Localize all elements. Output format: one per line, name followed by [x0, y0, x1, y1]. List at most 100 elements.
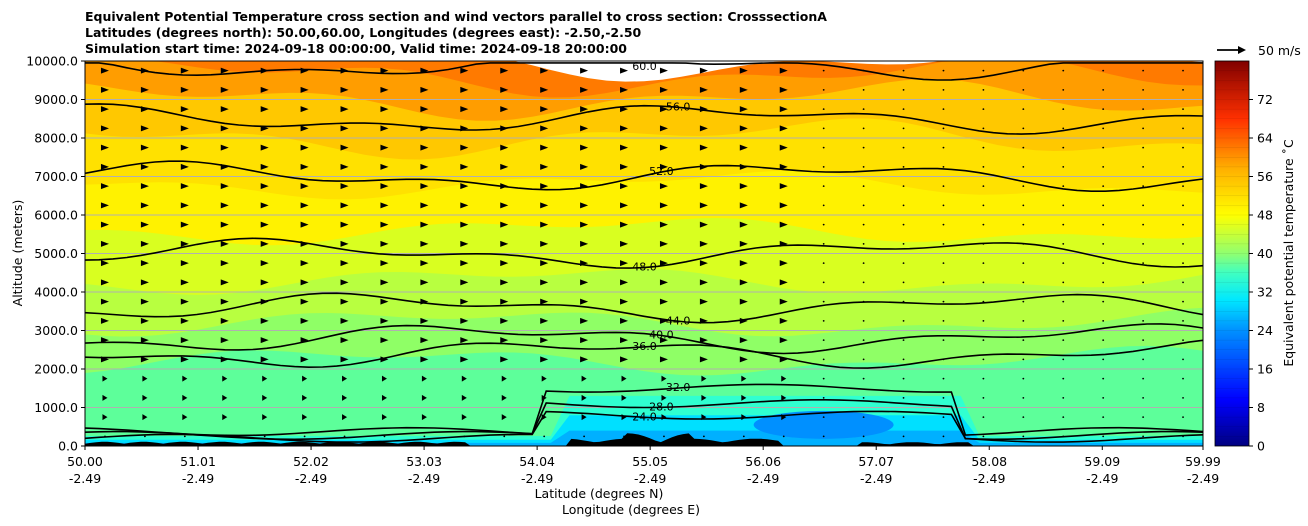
wind-arrow — [340, 240, 349, 247]
contour-line — [85, 292, 1203, 324]
wind-arrow — [779, 298, 788, 305]
colorbar-tick-label: 48 — [1257, 208, 1273, 223]
wind-arrow — [460, 86, 469, 93]
y-axis: 0.0 1000.0 2000.0 3000.0 4000.0 5000.0 6000.0 7… — [26, 54, 85, 454]
wind-arrow — [460, 356, 469, 363]
wind-arrow — [102, 394, 108, 401]
wind-arrow — [140, 106, 149, 113]
wind-arrow — [260, 86, 269, 93]
wind-arrow — [982, 319, 985, 322]
wind-arrow — [781, 414, 787, 421]
wind-arrow — [862, 358, 865, 361]
wind-arrow — [699, 106, 708, 113]
wind-arrow — [741, 375, 747, 382]
wind-arrow — [100, 106, 109, 113]
wind-arrow — [500, 67, 509, 74]
wind-arrow — [500, 144, 509, 151]
wind-arrow — [500, 260, 509, 267]
wind-arrow — [580, 106, 589, 113]
wind-arrow — [383, 435, 386, 438]
wind-arrow — [180, 202, 189, 209]
wind-arrow — [1022, 69, 1025, 72]
wind-arrow — [420, 183, 429, 190]
wind-arrow — [779, 67, 788, 74]
wind-arrow — [739, 144, 748, 151]
wind-arrow — [142, 394, 148, 401]
wind-arrow — [982, 262, 985, 265]
wind-arrow — [822, 242, 825, 245]
wind-arrow — [739, 298, 748, 305]
wind-arrow — [659, 202, 668, 209]
wind-arrow — [220, 260, 229, 267]
wind-arrow — [1142, 88, 1145, 91]
wind-arrow — [142, 375, 148, 382]
x-tick-label-lat: 52.02 — [293, 454, 329, 469]
wind-arrow — [1062, 281, 1065, 284]
wind-arrow — [822, 262, 825, 265]
wind-arrow — [1022, 339, 1025, 342]
wind-arrow — [300, 260, 309, 267]
wind-arrow — [420, 240, 429, 247]
colorbar-tick-label: 32 — [1257, 285, 1273, 300]
wind-arrow — [1022, 262, 1025, 265]
wind-arrow — [500, 337, 509, 344]
wind-arrow — [699, 202, 708, 209]
wind-arrow — [1022, 319, 1025, 322]
wind-arrow — [1062, 69, 1065, 72]
wind-arrow — [381, 394, 387, 401]
wind-arrow — [140, 337, 149, 344]
x-axis-label-lat: Latitude (degrees N) — [535, 486, 664, 501]
wind-arrow — [1062, 319, 1065, 322]
wind-arrow — [1182, 69, 1184, 72]
wind-arrow — [501, 394, 507, 401]
wind-arrow — [620, 125, 629, 132]
wind-arrow — [541, 375, 547, 382]
wind-arrow — [540, 163, 549, 170]
wind-arrow — [420, 337, 429, 344]
wind-arrow — [100, 202, 109, 209]
wind-arrow — [220, 240, 229, 247]
wind-arrow — [1182, 416, 1184, 419]
wind-arrow — [822, 108, 825, 111]
wind-arrow — [779, 163, 788, 170]
wind-arrow — [1182, 281, 1184, 284]
wind-arrow — [460, 221, 469, 228]
wind-arrow — [862, 146, 865, 149]
wind-arrow — [260, 260, 269, 267]
wind-arrow — [460, 67, 469, 74]
wind-arrow — [300, 298, 309, 305]
wind-arrow — [620, 240, 629, 247]
wind-arrow — [1022, 300, 1025, 303]
wind-arrow — [902, 377, 905, 380]
contour-line — [85, 323, 1203, 355]
wind-arrow — [699, 144, 708, 151]
wind-arrow — [663, 435, 665, 438]
wind-arrow — [822, 88, 825, 91]
wind-arrow — [822, 396, 825, 399]
wind-arrow — [420, 67, 429, 74]
wind-arrow — [902, 319, 905, 322]
wind-arrow — [381, 375, 387, 382]
y-tick-label: 6000.0 — [34, 208, 78, 223]
wind-arrow — [220, 86, 229, 93]
wind-arrow — [982, 396, 985, 399]
wind-arrow — [340, 86, 349, 93]
x-tick-label-lon: -2.49 — [408, 471, 440, 486]
wind-arrow — [1142, 165, 1145, 168]
wind-arrow — [460, 298, 469, 305]
wind-arrow — [420, 163, 429, 170]
wind-arrow — [1102, 319, 1105, 322]
wind-arrow — [580, 240, 589, 247]
wind-arrow — [779, 202, 788, 209]
wind-arrow — [1062, 185, 1065, 188]
x-tick-label-lat: 57.07 — [858, 454, 894, 469]
wind-arrow — [699, 125, 708, 132]
wind-arrow — [902, 396, 905, 399]
wind-arrow — [982, 69, 985, 72]
wind-arrow — [580, 183, 589, 190]
wind-arrow — [140, 279, 149, 286]
wind-arrow — [822, 146, 825, 149]
wind-arrow — [942, 69, 945, 72]
y-axis-label: Altitude (meters) — [10, 200, 25, 307]
